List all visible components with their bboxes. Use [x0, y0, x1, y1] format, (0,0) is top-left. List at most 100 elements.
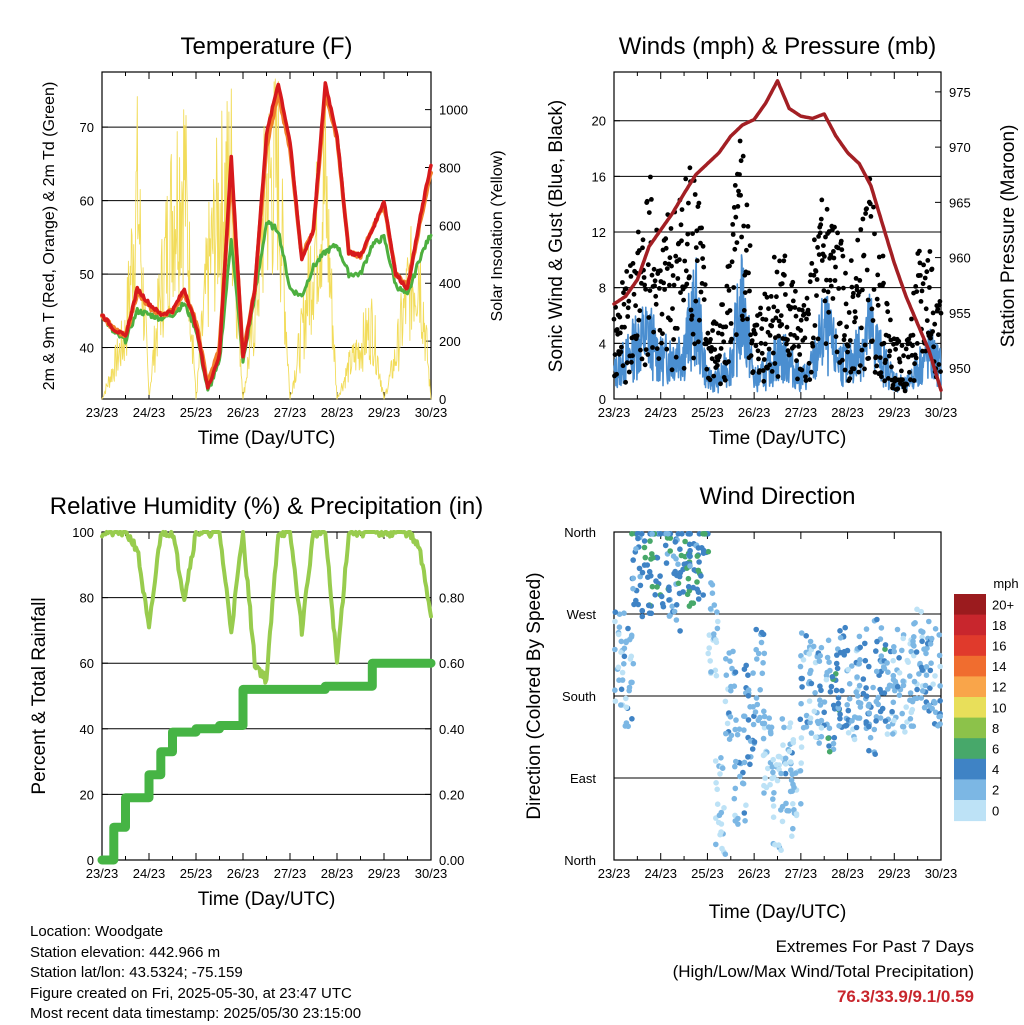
- direction-point: [713, 841, 719, 848]
- gust-point: [874, 363, 880, 369]
- gust-point: [859, 325, 864, 331]
- direction-point: [784, 807, 790, 814]
- temp-ytick-label: 50: [80, 267, 94, 282]
- gust-point: [688, 307, 694, 313]
- gust-point: [922, 275, 928, 281]
- direction-point: [630, 660, 637, 667]
- direction-point: [749, 746, 756, 752]
- direction-point: [677, 628, 683, 634]
- rh-frame: [101, 531, 432, 861]
- gust-point: [622, 324, 627, 330]
- direction-point: [723, 656, 729, 662]
- direction-point: [907, 673, 913, 679]
- direction-point: [762, 775, 768, 781]
- gust-point: [864, 206, 869, 212]
- direction-point: [923, 650, 929, 657]
- direction-point: [853, 724, 860, 731]
- direction-point: [936, 652, 943, 659]
- direction-point: [762, 751, 768, 757]
- direction-point: [626, 687, 632, 694]
- direction-point: [863, 626, 870, 632]
- gust-point: [885, 376, 891, 381]
- temp-ytick-label: 70: [80, 120, 94, 135]
- gust-point: [796, 344, 801, 349]
- gust-point: [821, 288, 827, 293]
- direction-point: [709, 590, 716, 596]
- gust-point: [910, 332, 916, 338]
- legend-label: 8: [992, 721, 999, 736]
- direction-point: [721, 805, 727, 811]
- direction-point: [932, 709, 939, 716]
- gust-point: [734, 332, 739, 338]
- direction-point: [837, 715, 843, 722]
- direction-point: [667, 548, 673, 554]
- gust-point: [710, 328, 715, 333]
- direction-point: [834, 665, 841, 672]
- gust-point: [675, 276, 681, 281]
- wind-y2tick-label: 970: [949, 140, 971, 155]
- direction-point: [731, 683, 738, 689]
- legend-swatch: [954, 738, 986, 760]
- gust-point: [832, 224, 837, 230]
- direction-point: [722, 851, 729, 857]
- direction-point: [778, 770, 784, 777]
- direction-point: [905, 659, 911, 665]
- gust-point: [905, 354, 911, 360]
- gust-point: [830, 296, 836, 301]
- direction-point: [612, 687, 618, 693]
- direction-point: [682, 538, 688, 545]
- precipitation-line: [97, 658, 436, 865]
- direction-point: [737, 773, 743, 780]
- direction-point: [761, 720, 768, 727]
- direction-point: [827, 689, 834, 695]
- gust-point: [739, 234, 744, 240]
- direction-point: [665, 531, 671, 537]
- gust-point: [657, 286, 662, 291]
- direction-point: [866, 710, 872, 716]
- direction-point: [719, 845, 725, 852]
- gust-point: [857, 278, 863, 283]
- direction-point: [761, 708, 767, 715]
- gust-point: [726, 288, 732, 293]
- legend-swatch: [954, 758, 986, 780]
- direction-point: [928, 635, 935, 642]
- gust-point: [669, 367, 675, 373]
- gust-point: [824, 277, 829, 283]
- direction-point: [753, 626, 759, 633]
- gust-point: [761, 378, 767, 384]
- direction-point: [899, 710, 905, 717]
- wind-ytick-label: 0: [599, 392, 606, 407]
- gust-point: [935, 306, 941, 312]
- dir-xtick-label: 24/23: [644, 866, 677, 881]
- direction-point: [616, 611, 623, 617]
- legend-label: 20+: [992, 597, 1014, 612]
- gust-point: [626, 298, 632, 304]
- gust-point: [717, 353, 722, 358]
- gust-point: [686, 200, 691, 206]
- gust-point: [651, 266, 657, 272]
- direction-point: [728, 687, 734, 694]
- direction-point: [633, 597, 639, 604]
- direction-point: [685, 575, 692, 582]
- gust-point: [888, 317, 893, 323]
- wind-y2tick-label: 950: [949, 361, 971, 376]
- direction-point: [770, 803, 777, 809]
- gust-point: [699, 225, 704, 231]
- wind-ytick-label: 4: [599, 336, 606, 351]
- temp-y2tick-label: 400: [439, 276, 461, 291]
- direction-point: [790, 825, 796, 832]
- direction-point: [873, 714, 880, 720]
- gust-point: [841, 337, 847, 343]
- gust-point: [705, 330, 711, 336]
- gust-point: [636, 248, 642, 253]
- gust-point: [792, 305, 798, 310]
- direction-point: [872, 751, 878, 757]
- gust-point: [869, 306, 875, 312]
- direction-point: [821, 699, 828, 705]
- gust-point: [856, 369, 862, 375]
- gust-point: [791, 344, 797, 349]
- wind-xtick-label: 27/23: [785, 405, 818, 420]
- direction-point: [628, 679, 634, 686]
- direction-point: [753, 646, 759, 653]
- direction-point: [706, 632, 713, 638]
